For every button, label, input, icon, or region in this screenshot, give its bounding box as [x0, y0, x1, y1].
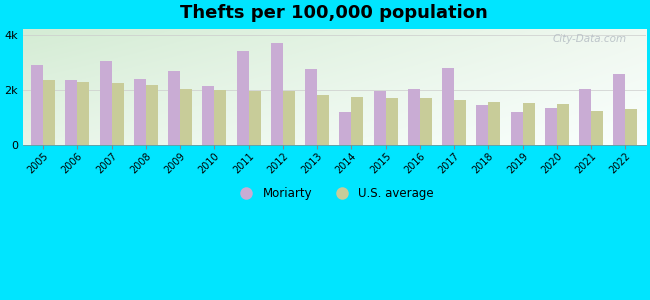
Bar [214, 90, 226, 146]
Bar [625, 109, 637, 146]
Bar [99, 61, 112, 146]
Bar [134, 79, 146, 146]
Bar [511, 112, 523, 146]
Bar [77, 82, 90, 146]
Bar [523, 103, 534, 146]
Bar [454, 100, 466, 146]
Bar [420, 98, 432, 146]
Bar [237, 51, 249, 146]
Bar [579, 89, 591, 146]
Bar [66, 80, 77, 146]
Bar [317, 95, 329, 146]
Bar [31, 65, 43, 146]
Bar [476, 105, 488, 146]
Bar [271, 43, 283, 146]
Text: City-Data.com: City-Data.com [553, 34, 627, 44]
Bar [180, 89, 192, 146]
Bar [146, 85, 158, 146]
Legend: Moriarty, U.S. average: Moriarty, U.S. average [229, 182, 439, 205]
Bar [488, 102, 500, 146]
Bar [385, 98, 398, 146]
Bar [545, 108, 557, 146]
Bar [202, 86, 215, 146]
Bar [591, 111, 603, 146]
Bar [43, 80, 55, 146]
Bar [168, 71, 180, 146]
Bar [408, 89, 420, 146]
Bar [112, 83, 124, 146]
Bar [283, 92, 295, 146]
Bar [374, 92, 385, 146]
Bar [339, 112, 352, 146]
Bar [249, 91, 261, 146]
Title: Thefts per 100,000 population: Thefts per 100,000 population [180, 4, 488, 22]
Bar [442, 68, 454, 146]
Bar [557, 104, 569, 146]
Bar [614, 74, 625, 146]
Bar [352, 97, 363, 146]
Bar [305, 69, 317, 146]
